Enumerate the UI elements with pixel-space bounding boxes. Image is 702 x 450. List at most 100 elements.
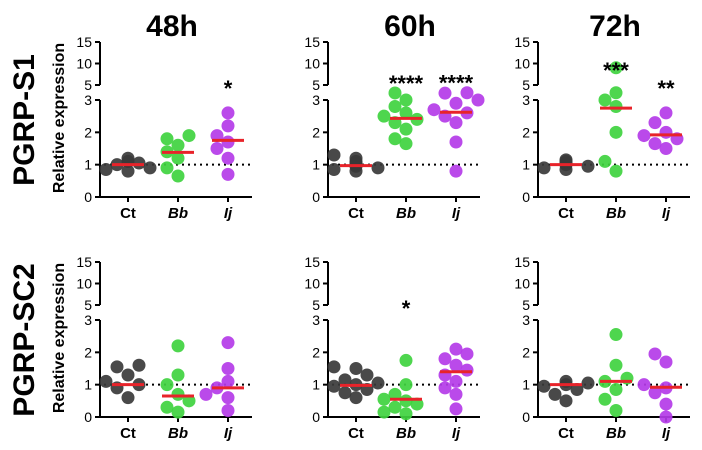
point-ij-6: [221, 336, 235, 350]
gene-label-pgrp-sc2: PGRP-SC2: [8, 263, 41, 416]
xtick-bb: Bb: [396, 205, 416, 222]
point-bb-1: [160, 161, 174, 175]
ytick-15: 15: [76, 34, 92, 50]
ytick-1: 1: [84, 157, 92, 173]
point-ct-4: [121, 368, 135, 382]
point-bb-0: [609, 404, 623, 418]
point-bb-1: [160, 400, 174, 414]
significance-ij: ****: [439, 71, 474, 96]
ylabel-row1: Relative expression: [51, 43, 68, 193]
point-ij-6: [449, 96, 463, 110]
point-bb-1: [388, 132, 402, 146]
ytick-0: 0: [312, 409, 320, 425]
point-bb-1: [377, 405, 391, 419]
point-ct-1: [548, 387, 562, 401]
point-ij-0: [221, 404, 235, 418]
panel-pgrp-sc2-48h: 0 1 2 35 10 15 Ct Bb Ij: [76, 254, 252, 442]
xtick-ct: Ct: [348, 425, 364, 442]
point-ij-2: [210, 142, 224, 155]
point-ct-2: [570, 383, 584, 397]
xtick-ij: Ij: [452, 425, 461, 442]
ytick-5: 5: [522, 77, 530, 93]
point-ct-3: [99, 374, 113, 388]
xtick-ct: Ct: [120, 205, 136, 222]
point-bb-5: [609, 358, 623, 372]
point-ij-1: [659, 397, 673, 411]
point-ij-5: [221, 362, 235, 375]
point-bb-3: [609, 99, 623, 113]
point-ct-7: [360, 368, 374, 382]
gene-label-pgrp-s1: PGRP-S1: [8, 54, 41, 186]
point-ij-5: [427, 103, 441, 117]
point-ij-2: [199, 387, 213, 401]
time-header-60h: 60h: [384, 10, 436, 43]
point-ij-6: [449, 358, 463, 372]
panel-pgrp-sc2-60h: 0 1 2 35 10 15 Ct Bb Ij *: [304, 254, 480, 442]
point-ct-5: [581, 376, 595, 390]
point-ij-5: [460, 363, 474, 377]
ytick-3: 3: [522, 92, 530, 108]
ytick-0: 0: [84, 409, 92, 425]
point-bb-0: [171, 169, 185, 183]
significance-ij: **: [657, 76, 675, 101]
point-bb-1: [598, 392, 612, 406]
point-ij-6: [221, 106, 235, 120]
point-ct-6: [132, 358, 146, 372]
point-ij-4: [210, 129, 224, 143]
point-ij-5: [221, 119, 235, 133]
point-ct-6: [559, 153, 573, 167]
time-header-48h: 48h: [146, 10, 198, 43]
point-ij-5: [648, 116, 662, 130]
point-ij-6: [648, 347, 662, 361]
xtick-bb: Bb: [606, 205, 626, 222]
point-ij-6: [659, 106, 673, 120]
point-ij-1: [449, 387, 463, 401]
point-ij-4: [221, 374, 235, 388]
point-ij-9: [460, 86, 474, 100]
ytick-2: 2: [312, 344, 320, 360]
point-ct-8: [327, 148, 341, 162]
ytick-1: 1: [312, 157, 320, 173]
point-ct-4: [132, 156, 146, 170]
xtick-ct: Ct: [120, 425, 136, 442]
point-ct-2: [581, 159, 595, 173]
ytick-1: 1: [522, 377, 530, 393]
point-bb-2: [399, 122, 413, 136]
panel-pgrp-s1-60h: 0 1 2 35 10 15 Ct Bb Ij **** ****: [304, 34, 485, 222]
point-bb-6: [182, 129, 196, 143]
point-ij-7: [471, 93, 485, 107]
xtick-ij: Ij: [224, 205, 233, 222]
point-ct-3: [537, 379, 551, 393]
ytick-2: 2: [84, 344, 92, 360]
xtick-ct: Ct: [558, 205, 574, 222]
ytick-3: 3: [84, 92, 92, 108]
point-ij-1: [221, 391, 235, 405]
point-bb-2: [609, 383, 623, 397]
point-bb-0: [171, 405, 185, 419]
ytick-10: 10: [514, 56, 530, 72]
point-bb-0: [609, 164, 623, 178]
point-bb-6: [609, 61, 623, 75]
point-ij-2: [648, 386, 662, 400]
point-bb-2: [609, 125, 623, 139]
ytick-5: 5: [84, 77, 92, 93]
ytick-0: 0: [522, 409, 530, 425]
point-ij-3: [637, 129, 651, 143]
point-ij-2: [449, 116, 463, 130]
point-ct-0: [559, 394, 573, 408]
ytick-2: 2: [84, 124, 92, 140]
xtick-ct: Ct: [558, 425, 574, 442]
point-ct-5: [110, 360, 124, 374]
xtick-ij: Ij: [224, 425, 233, 442]
xtick-bb: Bb: [606, 425, 626, 442]
xtick-ij: Ij: [662, 205, 671, 222]
point-ct-3: [327, 379, 341, 393]
point-ij-4: [637, 378, 651, 392]
ytick-10: 10: [304, 56, 320, 72]
point-ct-6: [121, 151, 135, 165]
ytick-3: 3: [312, 92, 320, 108]
xtick-bb: Bb: [396, 425, 416, 442]
ytick-5: 5: [522, 297, 530, 313]
point-bb-5: [160, 132, 174, 146]
